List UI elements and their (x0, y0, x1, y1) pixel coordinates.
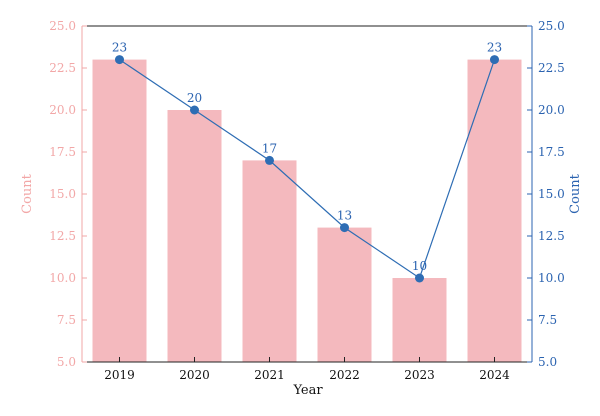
x-axis-title: Year (292, 383, 323, 398)
x-tick-label: 2023 (404, 368, 435, 382)
line-point-2024 (490, 55, 499, 65)
x-tick-label: 2020 (179, 368, 210, 382)
left-tick-label: 17.5 (49, 145, 76, 159)
left-tick-label: 22.5 (49, 61, 76, 75)
right-tick-label: 25.0 (538, 19, 565, 33)
line-series (115, 55, 499, 283)
line-point-2021 (265, 155, 274, 165)
left-tick-label: 10.0 (49, 271, 76, 285)
data-label-2021: 17 (262, 141, 277, 155)
x-tick-label: 2019 (104, 368, 135, 382)
line-path (119, 59, 496, 279)
x-tick-label: 2021 (254, 368, 285, 382)
left-tick-label: 7.5 (57, 313, 76, 327)
right-tick-label: 10.0 (538, 271, 565, 285)
left-tick-label: 15.0 (49, 187, 76, 201)
right-axis-title: Count (568, 173, 583, 214)
left-tick-label: 25.0 (49, 19, 76, 33)
right-tick-label: 15.0 (538, 187, 565, 201)
data-labels: 23 20 17 13 10 23 (112, 41, 502, 273)
bar-2020 (167, 110, 222, 362)
right-tick-label: 12.5 (538, 229, 565, 243)
line-point-2020 (190, 105, 199, 115)
right-tick-label: 20.0 (538, 103, 565, 117)
bar-2024 (467, 59, 522, 362)
left-tick-label: 12.5 (49, 229, 76, 243)
bar-2022 (317, 227, 372, 362)
line-point-2023 (415, 273, 424, 283)
left-tick-label: 5.0 (57, 355, 76, 369)
left-tick-label: 20.0 (49, 103, 76, 117)
bar-2019 (92, 59, 147, 362)
right-tick-label: 5.0 (538, 355, 557, 369)
x-tick-label: 2022 (329, 368, 360, 382)
x-tick-label: 2024 (479, 368, 510, 382)
bar-series (92, 59, 522, 362)
right-tick-label: 22.5 (538, 61, 565, 75)
data-label-2024: 23 (487, 41, 502, 55)
data-label-2023: 10 (412, 259, 427, 273)
left-axis-title: Count (20, 173, 35, 214)
line-point-2022 (340, 223, 349, 233)
data-label-2019: 23 (112, 41, 127, 55)
axis-ticks: 5.0 5.0 7.5 7.5 10.0 10.0 12.5 12.5 15.0 15.0 17.5… (49, 19, 564, 382)
data-label-2020: 20 (187, 91, 202, 105)
line-point-2019 (115, 55, 124, 65)
data-label-2022: 13 (337, 209, 352, 223)
bar-2023 (392, 278, 447, 362)
right-tick-label: 7.5 (538, 313, 557, 327)
right-tick-label: 17.5 (538, 145, 565, 159)
bar-2021 (242, 160, 297, 362)
